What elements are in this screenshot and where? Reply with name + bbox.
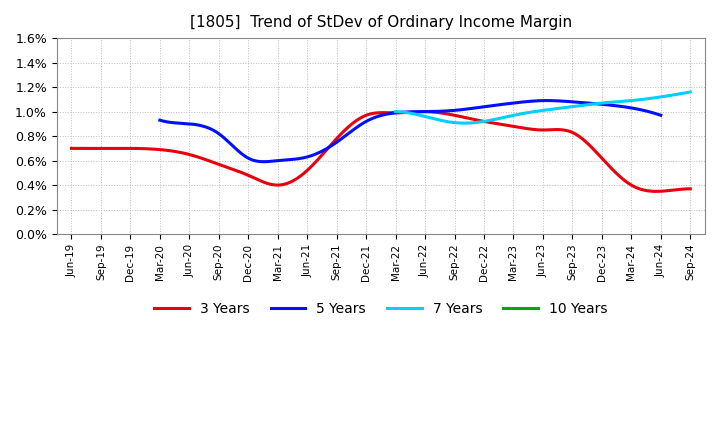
Legend: 3 Years, 5 Years, 7 Years, 10 Years: 3 Years, 5 Years, 7 Years, 10 Years bbox=[149, 296, 613, 321]
Title: [1805]  Trend of StDev of Ordinary Income Margin: [1805] Trend of StDev of Ordinary Income… bbox=[190, 15, 572, 30]
